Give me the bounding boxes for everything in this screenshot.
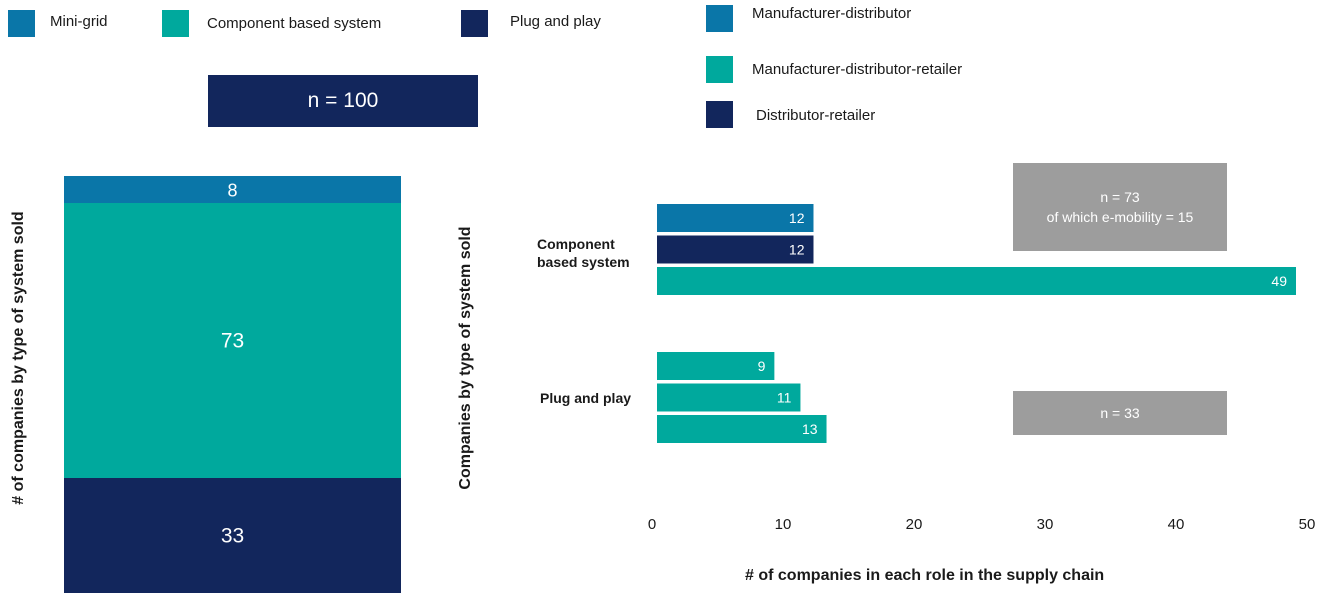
stacked-bar-chart: 33 73 8	[64, 176, 401, 593]
group-label-plug-and-play: Plug and play	[540, 390, 631, 406]
legend-label-manufacturer-distributor-retailer: Manufacturer-distributor-retailer	[752, 61, 963, 78]
stack-segment-mini-grid	[64, 176, 401, 203]
n-plug-line-1: n = 33	[1100, 405, 1140, 421]
bar-plug-and-play-1	[657, 352, 775, 380]
n-total-label: n = 100	[307, 89, 379, 112]
group-label-component-based-system: Component based system	[537, 235, 630, 271]
bar-value-plug-and-play-3: 13	[802, 421, 818, 437]
bar-value-component-based-system-2: 12	[789, 242, 805, 258]
stack-segment-component-based-system	[64, 203, 401, 478]
x-tick-20: 20	[906, 516, 923, 533]
bar-plug-and-play-2	[657, 383, 801, 412]
x-tick-10: 10	[775, 516, 792, 533]
bar-value-component-based-system-1: 12	[789, 210, 805, 226]
n-component-box: n = 73 of which e-mobility = 15	[1013, 163, 1227, 251]
legend-swatch-component-based-system	[162, 10, 189, 37]
legend-swatch-plug-and-play	[461, 10, 488, 37]
bar-value-plug-and-play-1: 9	[758, 358, 766, 374]
legend-swatch-manufacturer-distributor-retailer	[706, 56, 733, 83]
bar-value-component-based-system-3: 49	[1271, 273, 1287, 289]
bar-component-based-system-1	[657, 204, 814, 232]
x-tick-50: 50	[1299, 516, 1316, 533]
x-tick-0: 0	[648, 516, 656, 533]
right-y-axis-label: Companies by type of system sold	[457, 226, 474, 490]
group-label-line-2: based system	[537, 254, 630, 270]
legend-label-manufacturer-distributor: Manufacturer-distributor	[752, 5, 912, 22]
n-component-line-2: of which e-mobility = 15	[1046, 209, 1194, 225]
legend-swatch-distributor-retailer	[706, 101, 733, 128]
legend-label-mini-grid: Mini-grid	[50, 13, 108, 30]
n-total-box: n = 100	[208, 75, 478, 127]
stack-segment-plug-and-play	[64, 478, 401, 593]
legend-swatch-manufacturer-distributor	[706, 5, 733, 32]
legend-label-plug-and-play: Plug and play	[510, 13, 601, 30]
n-plug-box: n = 33	[1013, 391, 1227, 435]
bar-value-plug-and-play-2: 11	[777, 390, 792, 406]
bar-component-based-system-2	[657, 235, 814, 264]
horizontal-bar-chart: 12 12 49 9 11 13 0 10 20 30 40 50	[648, 204, 1316, 533]
x-axis-label: # of companies in each role in the suppl…	[745, 567, 1105, 584]
legend-label-component-based-system: Component based system	[207, 15, 382, 32]
stack-value-plug-and-play: 33	[221, 525, 244, 548]
group-label-plug-and-play-text: Plug and play	[540, 390, 632, 406]
bar-component-based-system-3	[657, 267, 1296, 295]
bar-plug-and-play-3	[657, 415, 827, 443]
group-label-line-1: Component	[537, 236, 615, 252]
legend-swatch-mini-grid	[8, 10, 35, 37]
x-tick-40: 40	[1168, 516, 1185, 533]
legend-label-distributor-retailer: Distributor-retailer	[756, 107, 876, 124]
stack-value-component-based-system: 73	[221, 330, 244, 353]
x-tick-30: 30	[1037, 516, 1054, 533]
stack-value-mini-grid: 8	[227, 181, 237, 201]
n-component-line-1: n = 73	[1100, 189, 1140, 205]
